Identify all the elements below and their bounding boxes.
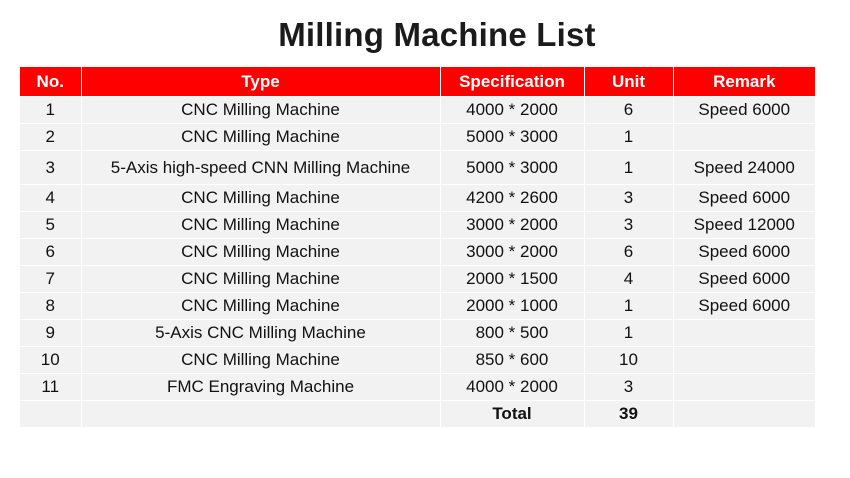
total-label: Total [440,400,585,427]
cell-remark [673,319,815,347]
cell-spec: 5000 * 3000 [440,123,585,151]
cell-unit: 1 [584,292,674,320]
table-row: 2 CNC Milling Machine 5000 * 3000 1 [20,123,815,151]
cell-no: 10 [20,346,82,374]
cell-remark [673,373,815,401]
cell-type: CNC Milling Machine [81,123,441,151]
cell-no: 3 [20,150,82,185]
column-header-remark: Remark [673,67,815,97]
table-row: 7 CNC Milling Machine 2000 * 1500 4 Spee… [20,265,815,293]
table-row: 1 CNC Milling Machine 4000 * 2000 6 Spee… [20,96,815,124]
cell-no-empty [20,400,82,427]
cell-type: CNC Milling Machine [81,346,441,374]
cell-unit: 3 [584,373,674,401]
machine-table: No. Type Specification Unit Remark 1 CNC… [20,67,815,427]
total-unit: 39 [584,400,674,427]
total-row: Total 39 [20,400,815,427]
cell-spec: 5000 * 3000 [440,150,585,185]
cell-unit: 1 [584,150,674,185]
cell-type: CNC Milling Machine [81,211,441,239]
page-title: Milling Machine List [278,16,596,53]
table-row: 3 5-Axis high-speed CNN Milling Machine … [20,150,815,185]
cell-type: CNC Milling Machine [81,238,441,266]
column-header-unit: Unit [584,67,674,97]
table-row: 8 CNC Milling Machine 2000 * 1000 1 Spee… [20,292,815,320]
cell-no: 5 [20,211,82,239]
cell-no: 6 [20,238,82,266]
cell-spec: 850 * 600 [440,346,585,374]
cell-unit: 3 [584,211,674,239]
column-header-no: No. [20,67,82,97]
cell-type: CNC Milling Machine [81,96,441,124]
cell-spec: 4200 * 2600 [440,184,585,212]
cell-unit: 6 [584,238,674,266]
cell-unit: 6 [584,96,674,124]
cell-remark [673,123,815,151]
cell-no: 9 [20,319,82,347]
cell-no: 4 [20,184,82,212]
cell-spec: 2000 * 1500 [440,265,585,293]
cell-spec: 4000 * 2000 [440,373,585,401]
column-header-specification: Specification [440,67,585,97]
cell-type: FMC Engraving Machine [81,373,441,401]
cell-type: 5-Axis CNC Milling Machine [81,319,441,347]
cell-remark: Speed 24000 [673,150,815,185]
cell-type-empty [81,400,441,427]
cell-remark: Speed 6000 [673,96,815,124]
cell-spec: 3000 * 2000 [440,238,585,266]
cell-remark: Speed 6000 [673,238,815,266]
cell-no: 11 [20,373,82,401]
table-row: 9 5-Axis CNC Milling Machine 800 * 500 1 [20,319,815,347]
cell-no: 8 [20,292,82,320]
cell-unit: 10 [584,346,674,374]
column-header-type: Type [81,67,441,97]
cell-remark-empty [673,400,815,427]
table-row: 6 CNC Milling Machine 3000 * 2000 6 Spee… [20,238,815,266]
cell-spec: 800 * 500 [440,319,585,347]
cell-spec: 4000 * 2000 [440,96,585,124]
cell-spec: 2000 * 1000 [440,292,585,320]
cell-type: CNC Milling Machine [81,265,441,293]
cell-no: 2 [20,123,82,151]
cell-unit: 4 [584,265,674,293]
table-row: 11 FMC Engraving Machine 4000 * 2000 3 [20,373,815,401]
cell-type: 5-Axis high-speed CNN Milling Machine [81,150,441,185]
cell-unit: 1 [584,319,674,347]
cell-unit: 1 [584,123,674,151]
table-header-row: No. Type Specification Unit Remark [20,67,815,97]
cell-remark: Speed 12000 [673,211,815,239]
cell-remark: Speed 6000 [673,292,815,320]
table-row: 10 CNC Milling Machine 850 * 600 10 [20,346,815,374]
cell-spec: 3000 * 2000 [440,211,585,239]
cell-no: 1 [20,96,82,124]
cell-unit: 3 [584,184,674,212]
table-row: 4 CNC Milling Machine 4200 * 2600 3 Spee… [20,184,815,212]
table-row: 5 CNC Milling Machine 3000 * 2000 3 Spee… [20,211,815,239]
cell-no: 7 [20,265,82,293]
cell-remark: Speed 6000 [673,184,815,212]
cell-type: CNC Milling Machine [81,292,441,320]
cell-type: CNC Milling Machine [81,184,441,212]
cell-remark [673,346,815,374]
cell-remark: Speed 6000 [673,265,815,293]
